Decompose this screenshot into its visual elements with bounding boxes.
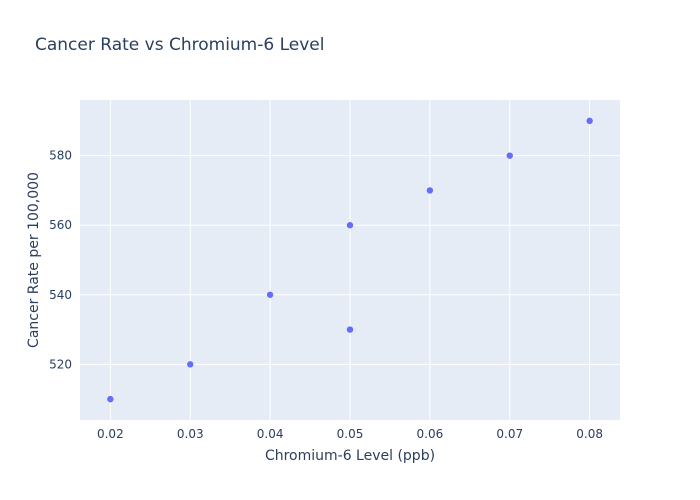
data-point <box>187 361 194 368</box>
y-axis-title: Cancer Rate per 100,000 <box>26 172 42 348</box>
x-tick-label: 0.06 <box>417 427 444 441</box>
data-point <box>107 395 114 403</box>
y-tick-label: 540 <box>49 288 72 302</box>
data-point <box>346 326 354 333</box>
x-tick-label: 0.07 <box>496 427 523 441</box>
chart-title: Cancer Rate vs Chromium-6 Level <box>35 35 324 55</box>
data-point <box>426 187 434 194</box>
y-tick-label: 520 <box>49 357 72 371</box>
x-axis-title: Chromium-6 Level (ppb) <box>265 448 435 464</box>
data-points <box>107 117 593 403</box>
x-tick-label: 0.02 <box>97 427 124 441</box>
y-tick-label: 580 <box>49 149 72 163</box>
x-tick-label: 0.03 <box>177 427 204 441</box>
y-tick-labels: 520 540 560 580 <box>49 149 72 372</box>
x-gridlines <box>109 100 591 420</box>
data-point <box>506 152 513 159</box>
x-tick-labels: 0.02 0.03 0.04 0.05 0.06 0.07 0.08 <box>97 427 603 441</box>
data-point <box>266 291 274 298</box>
data-point <box>346 222 354 229</box>
x-tick-label: 0.05 <box>337 427 364 441</box>
x-tick-label: 0.04 <box>257 427 284 441</box>
x-tick-label: 0.08 <box>576 427 603 441</box>
data-point <box>586 117 593 125</box>
y-tick-label: 560 <box>49 218 72 232</box>
